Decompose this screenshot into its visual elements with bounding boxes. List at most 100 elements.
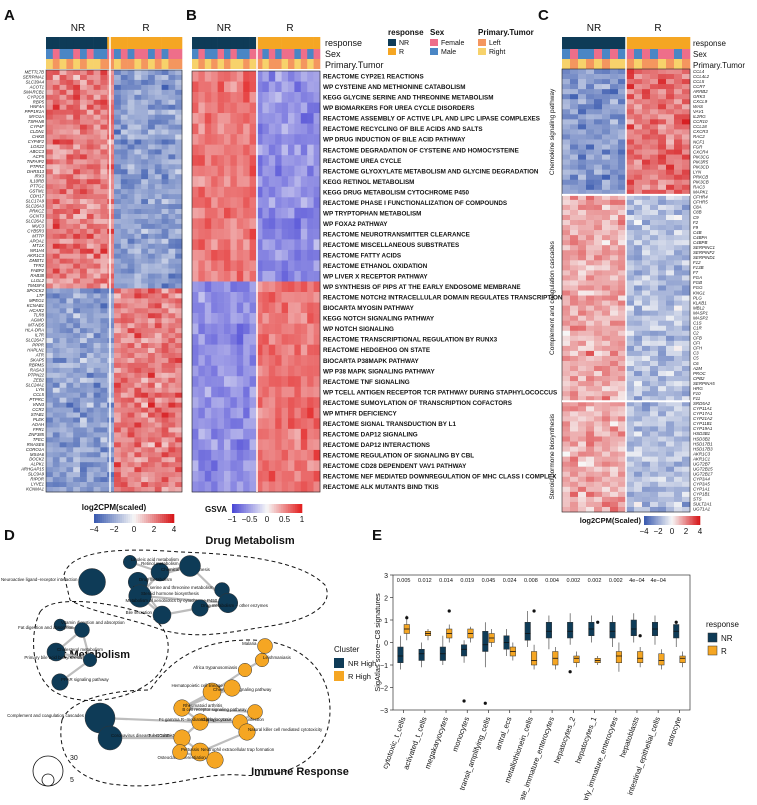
annotation-response-cell xyxy=(666,37,675,49)
heatmap-cell xyxy=(562,245,571,251)
heatmap-cell xyxy=(73,402,81,408)
heatmap-cell xyxy=(570,345,579,352)
heatmap-cell xyxy=(666,461,675,467)
heatmap-cell xyxy=(73,397,81,403)
heatmap-cell xyxy=(674,386,683,392)
heatmap-cell xyxy=(175,218,183,225)
heatmap-cell xyxy=(100,248,108,254)
heatmap-cell xyxy=(626,401,635,407)
gene-label: MBL2 xyxy=(693,305,705,310)
heatmap-cell xyxy=(275,134,282,145)
heatmap-cell xyxy=(634,220,643,226)
heatmap-cell xyxy=(578,124,587,130)
heatmap-cell xyxy=(80,253,88,259)
heatmap-cell xyxy=(80,174,88,180)
heatmap-cell xyxy=(154,149,162,155)
heatmap-cell xyxy=(642,89,651,95)
colorbar-segment xyxy=(298,504,301,513)
heatmap-cell xyxy=(120,268,128,274)
heatmap-cell xyxy=(148,432,156,438)
pathway-label: WP CYSTEINE AND METHIONINE CATABOLISM xyxy=(323,84,466,91)
heatmap-cell xyxy=(642,491,651,498)
heatmap-cell xyxy=(642,250,651,256)
heatmap-cell xyxy=(236,344,244,356)
heatmap-cell xyxy=(46,218,54,225)
heatmap-cell xyxy=(73,487,81,493)
heatmap-cell xyxy=(634,209,643,216)
heatmap-cell xyxy=(134,233,142,240)
heatmap-cell xyxy=(666,154,675,160)
network-node xyxy=(53,618,67,632)
heatmap-cell xyxy=(93,119,101,125)
heatmap-cell xyxy=(300,92,308,103)
heatmap-cell xyxy=(148,84,156,91)
heatmap-cell xyxy=(80,114,88,120)
heatmap-cell xyxy=(59,352,67,359)
heatmap-cell xyxy=(46,382,54,389)
heatmap-cell xyxy=(175,139,183,145)
heatmap-cell xyxy=(161,372,169,379)
network-node xyxy=(190,742,210,762)
heatmap-cell xyxy=(610,220,619,226)
heatmap-cell xyxy=(634,471,643,478)
heatmap-cell xyxy=(650,179,659,186)
heatmap-cell xyxy=(224,113,231,124)
heatmap-cell xyxy=(578,386,587,392)
heatmap-cell xyxy=(154,338,162,344)
heatmap-cell xyxy=(224,218,231,230)
heatmap-cell xyxy=(217,439,225,451)
heatmap-cell xyxy=(236,228,244,240)
gene-label: RAC2 xyxy=(693,134,705,139)
heatmap-cell xyxy=(586,119,595,125)
heatmap-cell xyxy=(275,102,282,114)
heatmap-cell xyxy=(682,431,691,437)
heatmap-cell xyxy=(594,119,603,125)
heatmap-cell xyxy=(148,328,156,334)
heatmap-cell xyxy=(650,204,659,211)
heatmap-cell xyxy=(618,381,627,387)
heatmap-cell xyxy=(217,344,225,356)
colorbar-segment xyxy=(279,504,282,513)
colorbar-segment xyxy=(666,516,669,525)
heatmap-cell xyxy=(666,220,675,226)
heatmap-cell xyxy=(52,318,60,324)
heatmap-cell xyxy=(281,418,289,430)
heatmap-cell xyxy=(249,365,257,377)
legend-swatch xyxy=(707,645,718,656)
heatmap-cell xyxy=(175,348,183,354)
heatmap-cell xyxy=(52,119,60,125)
heatmap-cell xyxy=(175,243,183,250)
heatmap-cell xyxy=(161,253,169,259)
heatmap-cell xyxy=(634,84,643,90)
heatmap-cell xyxy=(168,442,176,448)
annotation-tumor-cell xyxy=(674,59,683,69)
heatmap-cell xyxy=(666,471,675,478)
heatmap-cell xyxy=(618,179,627,186)
heatmap-cell xyxy=(650,491,659,498)
heatmap-cell xyxy=(594,310,603,316)
heatmap-cell xyxy=(586,486,595,493)
node-label: Leishmaniasis xyxy=(263,655,292,660)
heatmap-cell xyxy=(300,228,308,240)
heatmap-cell xyxy=(578,366,587,372)
heatmap-cell xyxy=(578,506,587,513)
gene-label: TNFAIP2 xyxy=(27,159,45,164)
heatmap-cell xyxy=(114,392,122,398)
legend-title: response xyxy=(388,28,424,37)
heatmap-cell xyxy=(141,144,149,150)
heatmap-cell xyxy=(275,292,282,303)
legend-label: R xyxy=(721,647,727,656)
heatmap-cell xyxy=(618,496,627,503)
heatmap-cell xyxy=(626,164,635,170)
gene-label: IRX3 xyxy=(34,174,44,179)
heatmap-cell xyxy=(602,199,611,206)
heatmap-cell xyxy=(288,439,295,451)
gene-label: CYP1A1 xyxy=(693,487,710,492)
heatmap-cell xyxy=(294,460,302,472)
heatmap-cell xyxy=(570,280,579,286)
heatmap-cell xyxy=(618,486,627,493)
heatmap-cell xyxy=(93,452,101,458)
heatmap-cell xyxy=(148,407,156,413)
heatmap-cell xyxy=(52,372,60,379)
heatmap-cell xyxy=(161,248,169,254)
